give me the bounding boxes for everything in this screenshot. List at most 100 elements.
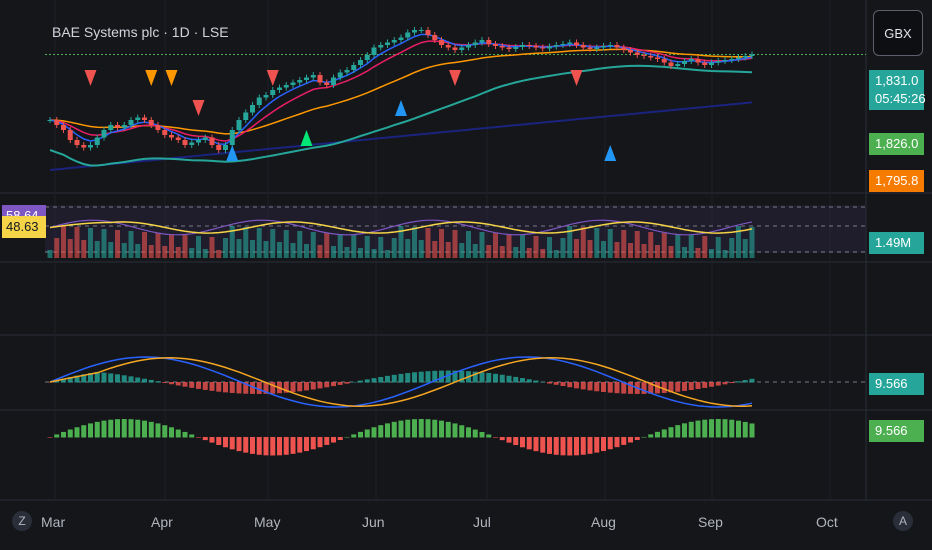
candle-body — [155, 125, 161, 130]
candle-body — [310, 75, 316, 78]
volume-bar — [641, 244, 647, 258]
volume-bar — [412, 227, 417, 258]
momentum-bar — [709, 419, 714, 438]
macd-hist-bar — [310, 382, 316, 390]
candle-body — [189, 142, 195, 145]
volume-bar — [81, 240, 87, 258]
candle-body — [277, 87, 282, 90]
ma-fast-line — [49, 33, 753, 146]
candle-body — [337, 72, 343, 78]
candle-body — [587, 47, 593, 49]
macd-hist-bar — [506, 375, 512, 383]
momentum-bar — [74, 427, 80, 438]
volume-bar — [196, 236, 201, 258]
candle-body — [351, 65, 357, 70]
momentum-bar — [614, 437, 620, 448]
macd-hist-bar — [135, 377, 141, 383]
volume-bar — [337, 234, 343, 258]
momentum-bar — [378, 425, 384, 438]
momentum-bar — [236, 437, 242, 452]
candle-body — [445, 45, 451, 48]
momentum-bar — [621, 437, 627, 445]
macd-hist-bar — [533, 380, 539, 383]
momentum-bar — [567, 437, 573, 456]
macd-hist-bar — [742, 380, 748, 383]
volume-bar — [54, 238, 60, 258]
momentum-bar — [472, 429, 478, 438]
candle-body — [243, 112, 249, 120]
macd-hist-bar — [128, 376, 134, 383]
macd-hist-bar — [385, 375, 390, 383]
macd-hist-bar — [297, 382, 303, 392]
momentum-bar — [331, 437, 336, 443]
macd-hist-bar — [54, 380, 60, 383]
currency-selector[interactable]: GBX — [873, 10, 923, 56]
momentum-bar — [466, 427, 471, 438]
candle-body — [736, 57, 741, 59]
volume-bar — [513, 247, 519, 258]
macd-hist-bar — [668, 382, 674, 393]
momentum-bar — [628, 437, 633, 443]
volume-bar — [729, 238, 735, 258]
macd-hist-bar — [209, 382, 215, 391]
volume-bar — [526, 248, 532, 258]
volume-bar — [486, 245, 492, 258]
macd-hist-bar — [418, 371, 424, 383]
candle-body — [614, 45, 620, 48]
macd-hist-bar — [250, 382, 255, 394]
signal-marker — [192, 100, 205, 116]
macd-hist-bar — [641, 382, 647, 394]
momentum-bar — [223, 437, 228, 448]
volume-bar — [580, 227, 586, 258]
candle-body — [621, 47, 627, 50]
momentum-bar — [722, 419, 728, 438]
volume-bar — [351, 235, 357, 258]
momentum-bar — [398, 420, 404, 438]
candle-body — [702, 62, 708, 65]
momentum-bar — [655, 431, 660, 438]
momentum-bar — [202, 437, 208, 441]
macd-hist-bar — [94, 371, 100, 383]
momentum-bar — [493, 437, 498, 438]
volume-bar — [344, 247, 350, 258]
candle-body — [250, 105, 255, 113]
momentum-bar — [702, 419, 708, 438]
candle-body — [749, 54, 755, 56]
signal-marker — [84, 70, 97, 86]
auto-scale-button[interactable]: A — [893, 511, 913, 531]
volume-bar — [459, 243, 465, 258]
momentum-bar — [641, 436, 647, 438]
volume-bar — [121, 243, 127, 258]
macd-hist-bar — [405, 373, 411, 383]
candle-body — [506, 47, 512, 49]
zoom-button[interactable]: Z — [12, 511, 32, 531]
momentum-bar — [540, 437, 546, 453]
macd-hist-bar — [223, 382, 228, 393]
volume-bar — [61, 226, 66, 258]
volume-bar — [101, 229, 107, 258]
momentum-bar — [216, 437, 222, 446]
macd-hist-bar — [216, 382, 222, 392]
momentum-bar — [445, 421, 451, 438]
momentum-bar — [67, 429, 73, 438]
candle-body — [54, 120, 60, 125]
macd-hist-bar — [526, 379, 532, 383]
macd-hist-bar — [749, 378, 755, 383]
volume-bar — [169, 234, 174, 258]
volume-bar — [405, 239, 411, 258]
momentum-bar — [250, 437, 255, 454]
signal-marker — [449, 70, 461, 86]
volume-bar — [472, 244, 478, 258]
momentum-bar — [290, 437, 296, 454]
candle-body — [405, 32, 411, 38]
candle-body — [648, 56, 654, 58]
volume-bar — [283, 230, 289, 258]
macd-hist-bar — [67, 377, 73, 383]
candle-body — [574, 42, 579, 45]
candle-body — [641, 55, 647, 56]
volume-bar — [202, 249, 208, 258]
candle-body — [94, 137, 100, 145]
candle-body — [290, 82, 296, 85]
momentum-bar — [412, 419, 417, 438]
